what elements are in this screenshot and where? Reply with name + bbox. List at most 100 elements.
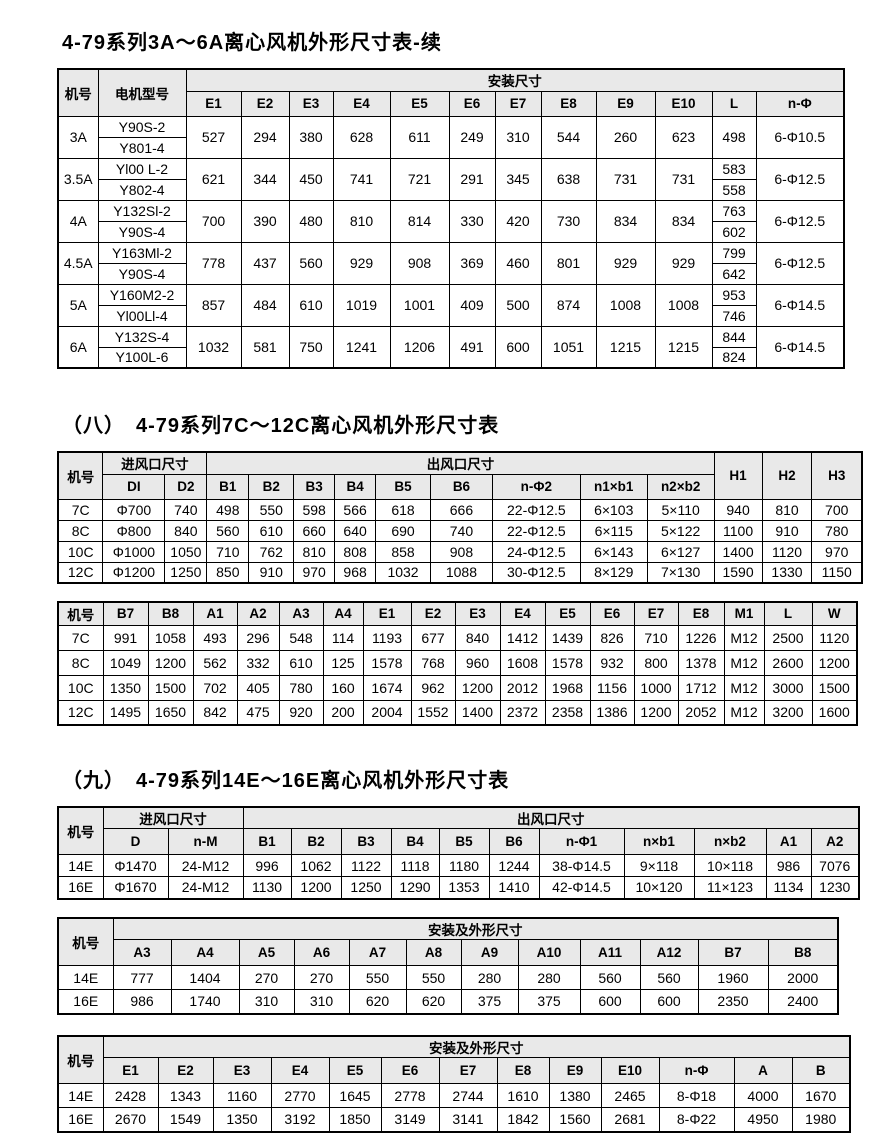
data-cell: 3.5A — [57, 157, 99, 201]
data-cell: 762 — [248, 540, 295, 563]
data-cell: 920 — [278, 699, 324, 726]
data-cell: 1380 — [548, 1083, 602, 1108]
data-cell: 12C — [57, 699, 104, 726]
data-cell: 160 — [322, 674, 364, 701]
header-cell: E4 — [332, 90, 391, 117]
data-cell: 14E — [57, 1083, 104, 1108]
data-cell: 1160 — [212, 1083, 272, 1108]
data-cell: 929 — [332, 241, 391, 285]
table-row: E1 E2 E3 E4 E5 E6 E7 E8 E9 E10 n-Φ A B — [58, 1057, 851, 1084]
data-cell: 600 — [579, 989, 641, 1014]
header-cell: A12 — [639, 939, 699, 966]
header-cell: n-Φ — [755, 90, 845, 117]
data-cell: 22-Φ12.5 — [491, 498, 581, 521]
data-cell: 310 — [238, 989, 295, 1014]
header-cell: 进风口尺寸 — [102, 451, 208, 475]
header-cell: D — [102, 828, 169, 855]
header-cell: n1×b1 — [579, 473, 648, 500]
data-cell: 42-Φ14.5 — [538, 876, 625, 899]
data-cell: 550 — [405, 965, 462, 990]
header-cell: B7 — [102, 601, 149, 626]
data-cell: 375 — [517, 989, 581, 1014]
table-row: 机号 进风口尺寸 出风口尺寸 — [57, 806, 860, 855]
data-cell: 1670 — [791, 1083, 851, 1108]
data-cell: 560 — [206, 519, 250, 542]
data-cell: 9×118 — [623, 854, 695, 877]
data-cell: 1120 — [811, 624, 858, 651]
data-cell: 621 — [185, 157, 242, 201]
data-cell: 1740 — [170, 989, 240, 1014]
data-cell: 6×103 — [579, 498, 648, 521]
data-cell: 1226 — [677, 624, 725, 651]
header-cell: E5 — [389, 90, 450, 117]
data-cell: 638 — [540, 157, 597, 201]
data-cell: 10×118 — [693, 854, 767, 877]
data-cell: 1008 — [595, 283, 656, 327]
data-cell: 498 — [206, 498, 250, 521]
data-cell: 1330 — [761, 561, 813, 584]
data-cell: M12 — [723, 649, 765, 676]
data-cell: 380 — [288, 115, 334, 159]
header-cell: E5 — [544, 601, 591, 626]
data-cell: 844 — [711, 325, 757, 348]
data-cell: Y801-4 — [97, 136, 187, 159]
data-cell: 8-Φ18 — [658, 1083, 735, 1108]
data-cell: 22-Φ12.5 — [491, 519, 581, 542]
table-row: 14E Φ1470 24-M12 996 1062 1122 1118 1180 1244 38-… — [57, 854, 860, 877]
table-row: Y802-4 558 — [58, 178, 844, 201]
header-cell: n-Φ — [658, 1057, 735, 1084]
data-cell: 330 — [448, 199, 496, 243]
table-row: DI D2 B1 B2 B3 B4 B5 B6 n-Φ2 n1×b1 n2×b2 — [58, 473, 862, 500]
data-cell: 620 — [405, 989, 462, 1014]
data-cell: 3149 — [380, 1107, 440, 1132]
data-cell: 666 — [430, 498, 493, 521]
data-cell: 1122 — [340, 854, 392, 877]
data-cell: 702 — [192, 674, 238, 701]
data-cell: 409 — [448, 283, 496, 327]
data-cell: 2600 — [763, 649, 813, 676]
data-cell: 660 — [293, 519, 336, 542]
data-cell: 280 — [460, 965, 519, 990]
data-cell: 1200 — [633, 699, 679, 726]
data-cell: 1386 — [589, 699, 635, 726]
data-cell: 1439 — [544, 624, 591, 651]
data-cell: 1578 — [544, 649, 591, 676]
data-cell: 808 — [334, 540, 377, 563]
data-cell: Y90S-2 — [97, 115, 187, 138]
header-cell: E10 — [600, 1057, 660, 1084]
data-cell: 1215 — [654, 325, 713, 369]
data-cell: 16E — [57, 1107, 104, 1132]
data-cell: 6×143 — [579, 540, 648, 563]
table-row: 14E 777 1404 270 270 550 550 280 280 560 560 1960 20… — [57, 965, 839, 990]
header-cell: E10 — [654, 90, 713, 117]
data-cell: 344 — [240, 157, 290, 201]
header-cell: B8 — [147, 601, 194, 626]
data-cell: 475 — [236, 699, 280, 726]
header-cell: 机号 — [57, 68, 99, 117]
data-cell: 1250 — [164, 561, 208, 584]
data-cell: 730 — [540, 199, 597, 243]
header-cell: B4 — [390, 828, 440, 855]
data-cell: 1000 — [633, 674, 679, 701]
data-cell: 1400 — [454, 699, 501, 726]
table-row: 机号 电机型号 安装尺寸 — [57, 68, 845, 117]
data-cell: 940 — [713, 498, 763, 521]
data-cell: 932 — [589, 649, 635, 676]
data-cell: 610 — [248, 519, 295, 542]
data-cell: 30-Φ12.5 — [491, 561, 581, 584]
header-cell: E8 — [496, 1057, 550, 1084]
header-cell: E6 — [589, 601, 635, 626]
data-cell: 750 — [288, 325, 334, 369]
data-cell: 5A — [57, 283, 99, 327]
data-cell: 874 — [540, 283, 597, 327]
table-row: 16E 2670 1549 1350 3192 1850 3149 3141 1842 1560 2… — [57, 1107, 851, 1132]
data-cell: 2500 — [763, 624, 813, 651]
data-cell: 493 — [192, 624, 238, 651]
header-cell: A8 — [405, 939, 462, 966]
data-cell: Y160M2-2 — [97, 283, 187, 306]
table-row: 3.5A Yl00 L-2 621 344 450 741 721 291 345 638 731 7… — [57, 157, 845, 201]
data-cell: 1193 — [362, 624, 412, 651]
table-row: 机号 安装及外形尺寸 — [57, 917, 839, 966]
header-cell: B8 — [767, 939, 839, 966]
header-cell: 机号 — [57, 917, 114, 966]
